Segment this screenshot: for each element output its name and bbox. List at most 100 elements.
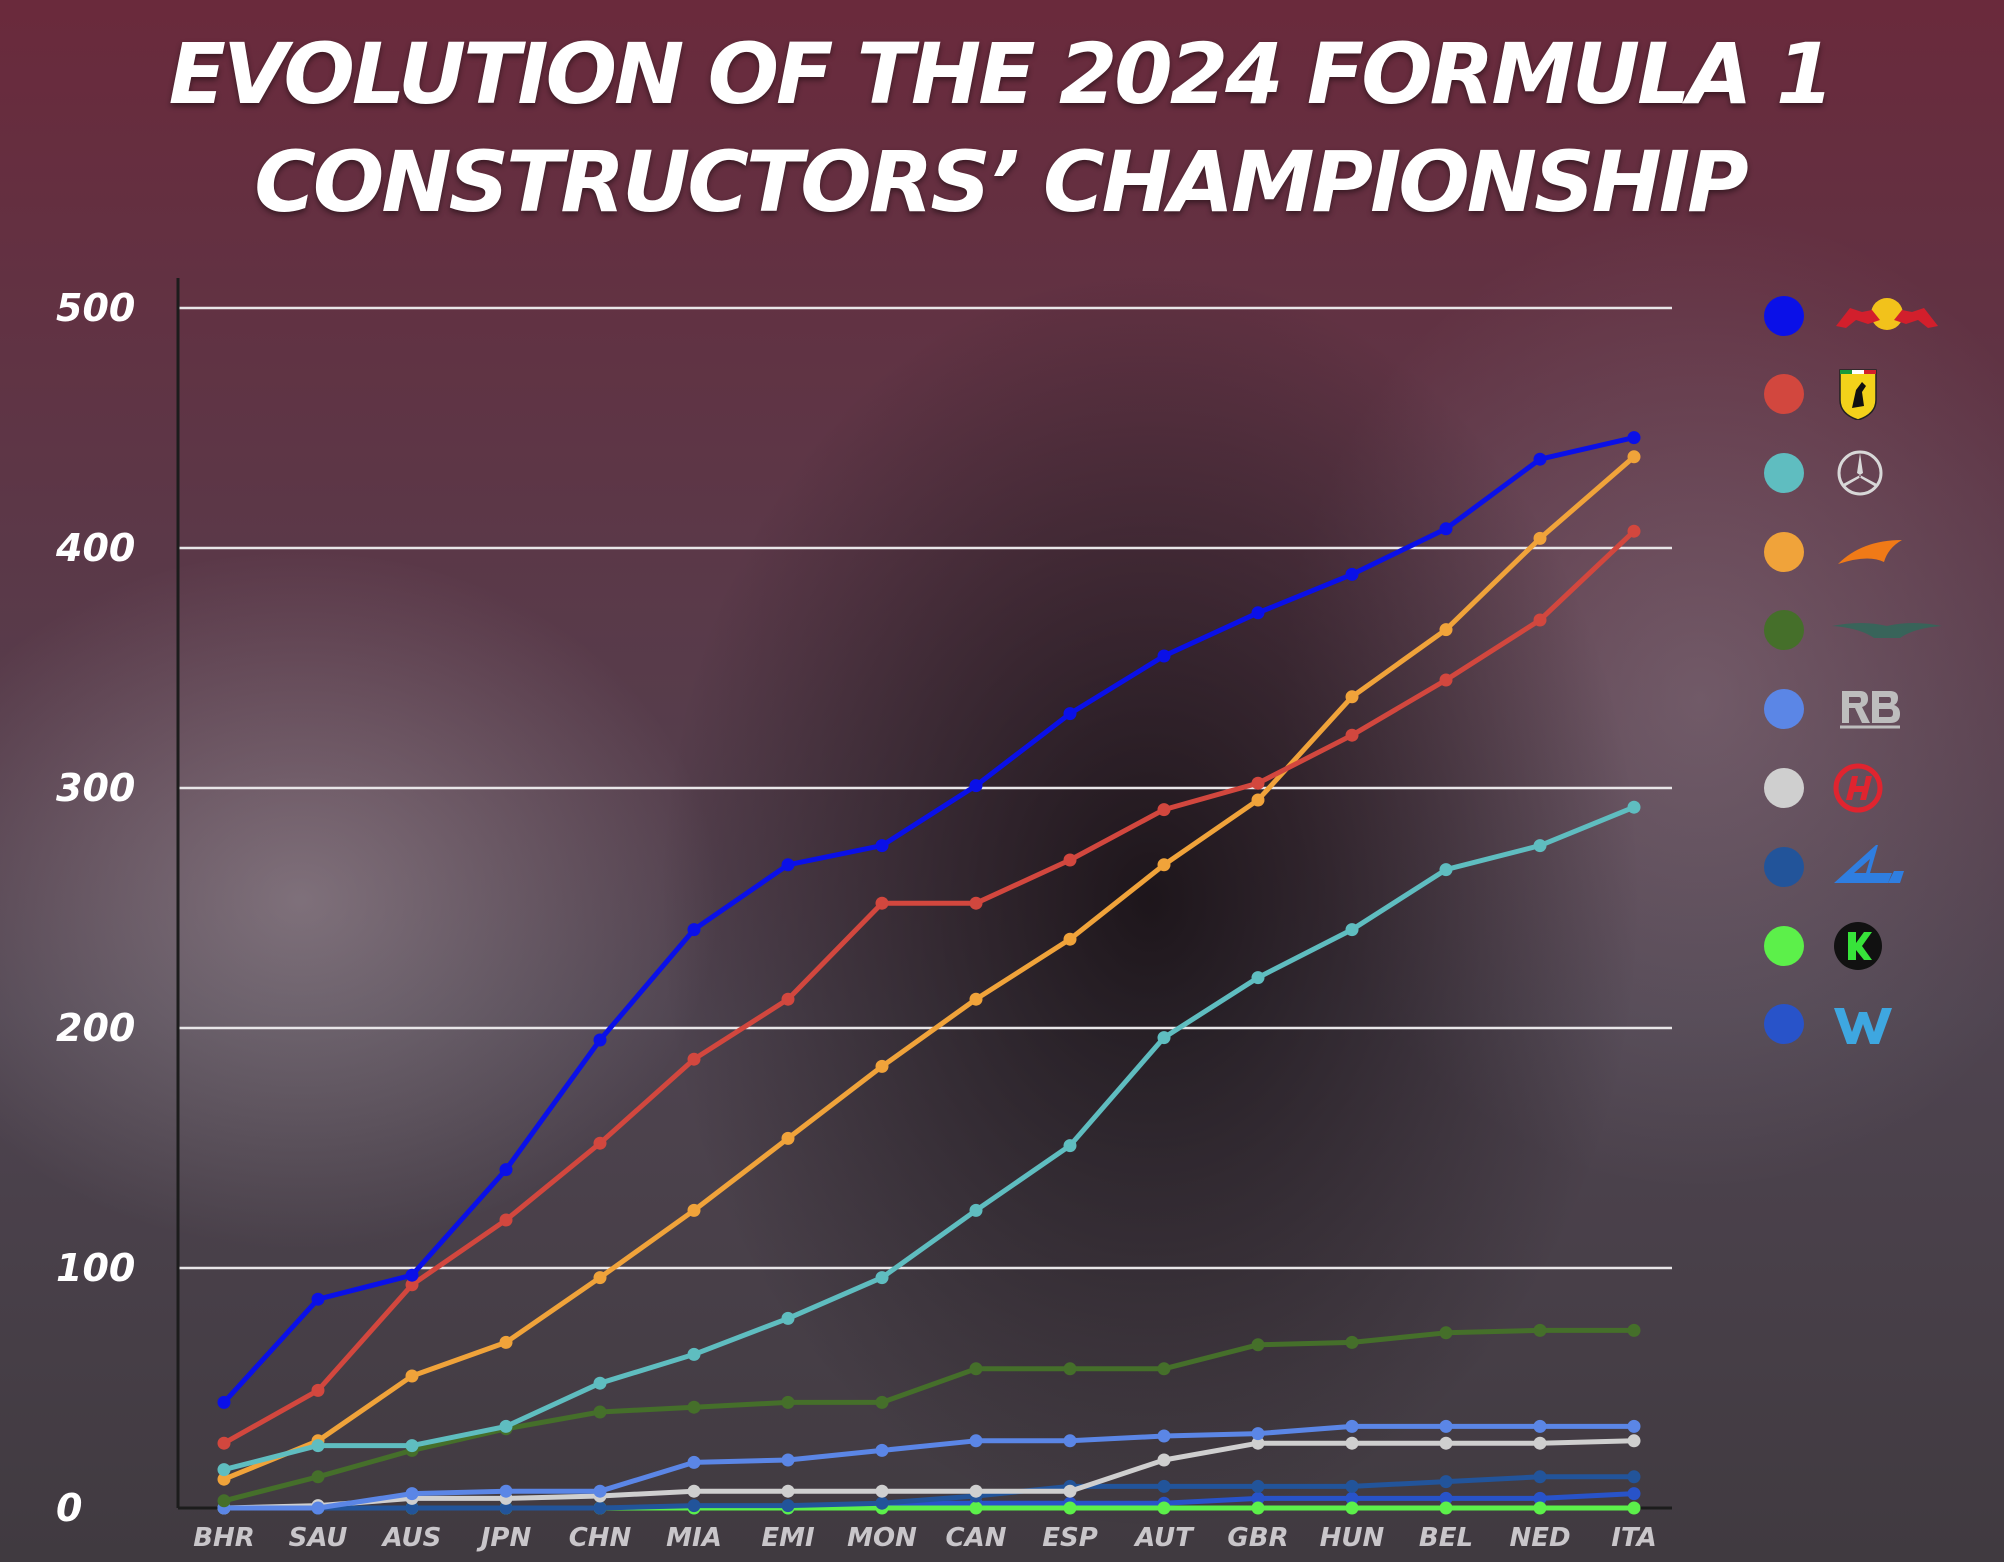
data-point xyxy=(1063,1139,1077,1153)
data-point xyxy=(687,1400,701,1414)
data-point xyxy=(687,923,701,937)
data-point xyxy=(969,779,983,793)
data-point xyxy=(1533,1323,1547,1337)
x-tick-label: BHR xyxy=(193,1523,255,1553)
data-point xyxy=(405,1487,419,1501)
data-point xyxy=(1251,971,1265,985)
data-point xyxy=(687,1484,701,1498)
data-point xyxy=(1063,853,1077,867)
data-point xyxy=(1439,522,1453,536)
x-tick-label: AUS xyxy=(381,1523,442,1553)
data-point xyxy=(593,1271,607,1285)
data-point xyxy=(1627,1434,1641,1448)
data-point xyxy=(1157,858,1171,872)
x-tick-label: HUN xyxy=(1320,1523,1385,1553)
data-point xyxy=(405,1439,419,1453)
data-point xyxy=(969,1203,983,1217)
data-point xyxy=(1063,932,1077,946)
data-point xyxy=(1439,1326,1453,1340)
data-point xyxy=(969,1484,983,1498)
y-tick-label: 200 xyxy=(56,1006,135,1050)
data-point xyxy=(1533,531,1547,545)
data-point xyxy=(1157,1362,1171,1376)
data-point xyxy=(311,1383,325,1397)
data-point xyxy=(781,1395,795,1409)
kick-sauber-logo-icon xyxy=(1832,920,1942,972)
data-point xyxy=(217,1463,231,1477)
data-point xyxy=(1345,1501,1359,1515)
data-point xyxy=(1063,1434,1077,1448)
series-line xyxy=(221,1438,1637,1511)
data-point xyxy=(875,1484,889,1498)
data-point xyxy=(687,1203,701,1217)
chart-title-line-2: CONSTRUCTORS’ CHAMPIONSHIP xyxy=(254,133,1748,231)
data-point xyxy=(1533,839,1547,853)
alpine-logo-icon xyxy=(1832,841,1942,893)
data-point xyxy=(969,896,983,910)
legend-item-rb xyxy=(1756,677,1956,737)
y-tick-label: 500 xyxy=(56,286,135,330)
data-point xyxy=(1251,1501,1265,1515)
data-point xyxy=(1627,1501,1641,1515)
data-point xyxy=(217,1395,231,1409)
data-point xyxy=(593,1501,607,1515)
data-point xyxy=(1157,803,1171,817)
series-line xyxy=(221,1474,1637,1511)
legend-item-williams xyxy=(1756,992,1956,1052)
data-point xyxy=(781,1499,795,1513)
data-point xyxy=(1157,649,1171,663)
data-point xyxy=(687,1499,701,1513)
x-tick-label: EMI xyxy=(761,1523,815,1553)
data-point xyxy=(687,1455,701,1469)
data-point xyxy=(405,1268,419,1282)
legend-dot xyxy=(1764,926,1804,966)
data-point xyxy=(1063,1362,1077,1376)
data-point xyxy=(311,1292,325,1306)
data-point xyxy=(687,1052,701,1066)
data-point xyxy=(593,1033,607,1047)
x-tick-label: BEL xyxy=(1419,1523,1473,1553)
data-point xyxy=(1251,793,1265,807)
data-point xyxy=(781,1311,795,1325)
x-tick-label: ESP xyxy=(1042,1523,1098,1553)
legend-item-aston-martin xyxy=(1756,598,1956,658)
data-point xyxy=(781,1453,795,1467)
series-line xyxy=(221,454,1637,1482)
data-point xyxy=(405,1278,419,1292)
data-point xyxy=(499,1213,513,1227)
data-point xyxy=(1627,1487,1641,1501)
data-point xyxy=(1627,450,1641,464)
data-point xyxy=(499,1419,513,1433)
data-point xyxy=(499,1501,513,1515)
y-tick-label: 0 xyxy=(56,1486,82,1530)
data-point xyxy=(1157,1429,1171,1443)
data-point xyxy=(1533,1491,1547,1505)
legend-dot xyxy=(1764,374,1804,414)
mclaren-logo-icon xyxy=(1832,526,1942,578)
data-point xyxy=(593,1484,607,1498)
data-point xyxy=(875,1271,889,1285)
data-point xyxy=(1627,1470,1641,1484)
data-point xyxy=(781,992,795,1006)
x-tick-label: JPN xyxy=(476,1523,532,1553)
legend-dot xyxy=(1764,768,1804,808)
data-point xyxy=(1345,923,1359,937)
data-point xyxy=(969,1501,983,1515)
data-point xyxy=(1251,1427,1265,1441)
haas-logo-icon xyxy=(1832,762,1942,814)
y-tick-label: 300 xyxy=(56,766,135,810)
chart-title-line-1: EVOLUTION OF THE 2024 FORMULA 1 xyxy=(168,25,1835,123)
data-point xyxy=(1157,1031,1171,1045)
data-point xyxy=(1251,1491,1265,1505)
legend-dot xyxy=(1764,453,1804,493)
data-point xyxy=(1251,1338,1265,1352)
aston-martin-logo-icon xyxy=(1832,604,1942,656)
legend-dot xyxy=(1764,847,1804,887)
data-point xyxy=(1533,1501,1547,1515)
data-point xyxy=(1439,1419,1453,1433)
data-point xyxy=(593,1376,607,1390)
data-point xyxy=(1627,1323,1641,1337)
series-line xyxy=(221,1423,1637,1511)
data-point xyxy=(1251,1479,1265,1493)
